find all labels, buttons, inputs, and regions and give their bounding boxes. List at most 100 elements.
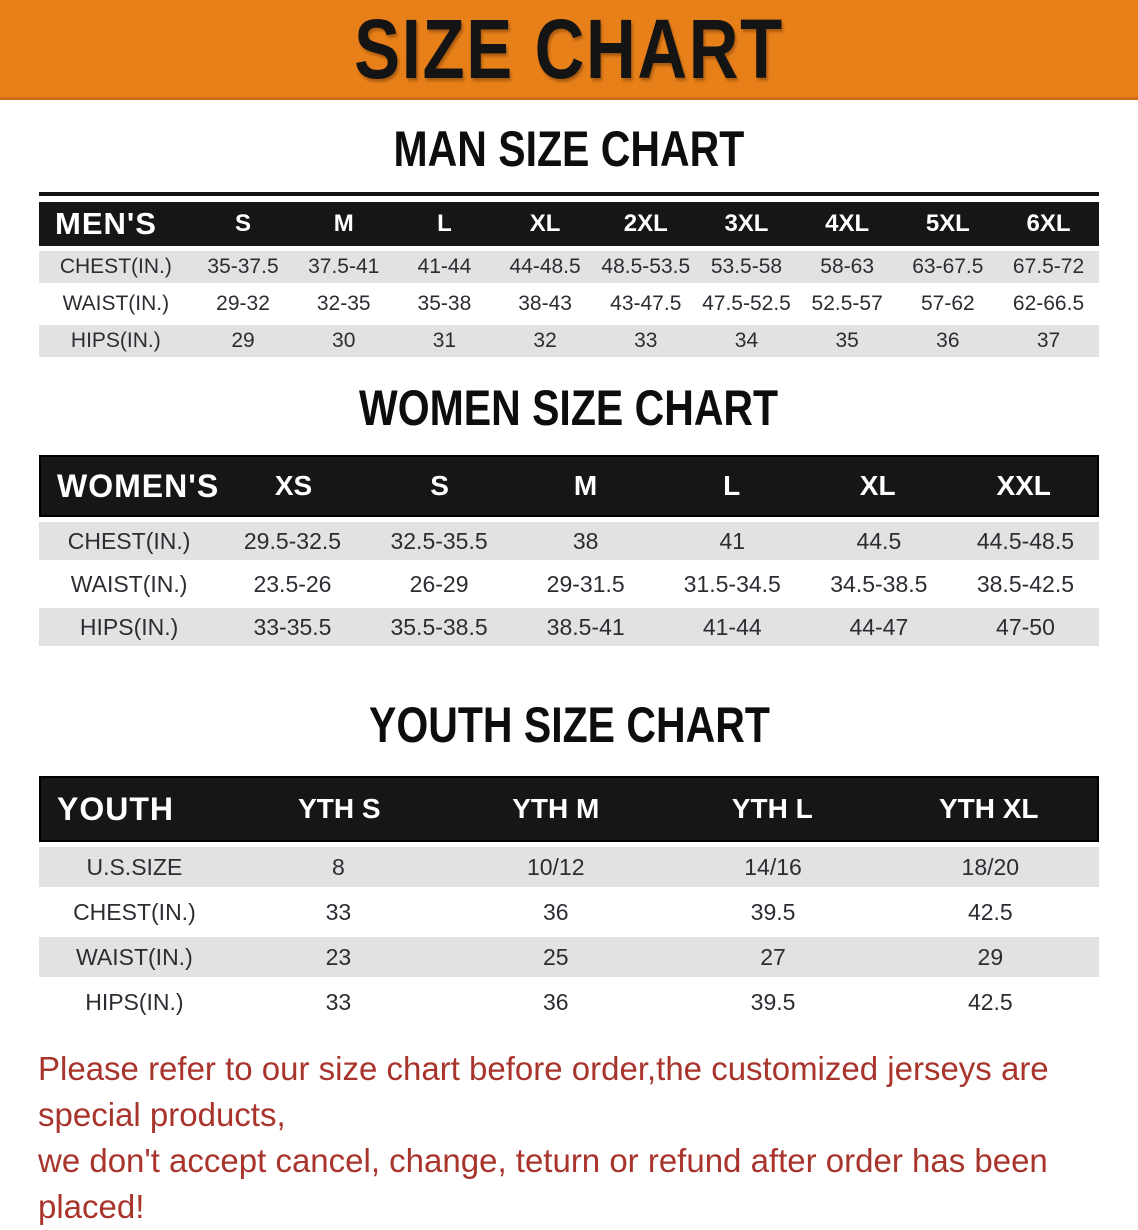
value-cell: 33	[634, 329, 658, 352]
value-cell: 23.5-26	[253, 570, 332, 597]
value-cell: 35	[835, 329, 859, 352]
value-cell: 53.5-58	[710, 255, 783, 278]
value-cell: 14/16	[744, 853, 802, 880]
value-cell: 32-35	[316, 292, 371, 315]
value-cell: 52.5-57	[811, 292, 883, 315]
value-cell: 32.5-35.5	[390, 527, 488, 554]
value-cell: 23	[325, 943, 352, 970]
value-cell: 42.5	[967, 988, 1013, 1015]
table-row: WAIST(IN.) 23.5-26 26-29 29-31.5 31.5-34.5 34…	[39, 565, 1099, 603]
value-cell: 31.5-34.5	[683, 570, 781, 597]
size-header-cell: S	[430, 470, 449, 501]
men-heading: MAN SIZE CHART	[0, 120, 1138, 178]
value-cell: 29.5-32.5	[243, 527, 342, 554]
women-size-table-grid: WOMEN'S XS S M L XL XXL CHEST(IN.) 29.5-32.5 32.5…	[39, 455, 1099, 646]
size-header-cell: 3XL	[724, 210, 769, 237]
men-section: MAN SIZE CHART MEN'S S M L XL 2XL 3XL 4XL 5XL 6XL…	[0, 120, 1138, 357]
value-cell: 35.5-38.5	[390, 613, 488, 640]
value-cell: 36	[542, 988, 569, 1015]
value-cell: 37	[1036, 329, 1061, 352]
size-header-cell: 2XL	[623, 210, 668, 237]
table-row: HIPS(IN.) 33 36 39.5 42.5	[39, 982, 1099, 1022]
youth-section: YOUTH SIZE CHART YOUTH YTH S YTH M YTH L YTH…	[0, 696, 1138, 1022]
row-label-cell: WAIST(IN.)	[76, 943, 193, 970]
size-header-cell: L	[723, 470, 741, 501]
value-cell: 44-48.5	[509, 255, 581, 278]
youth-size-table-grid: YOUTH YTH S YTH M YTH L YTH XL U.S.SIZE 8 10/12…	[39, 776, 1099, 1022]
value-cell: 67.5-72	[1012, 255, 1085, 278]
table-title-cell: MEN'S	[55, 206, 157, 241]
value-cell: 29-31.5	[546, 570, 625, 597]
value-cell: 57-62	[920, 292, 975, 315]
row-label-cell: HIPS(IN.)	[79, 613, 179, 640]
value-cell: 62-66.5	[1012, 292, 1085, 315]
size-header-cell: L	[437, 210, 452, 237]
size-header-cell: 5XL	[925, 210, 970, 237]
row-label-cell: CHEST(IN.)	[67, 527, 191, 554]
value-cell: 29-32	[216, 292, 270, 315]
table-row: CHEST(IN.) 33 36 39.5 42.5	[39, 892, 1099, 932]
size-header-cell: XL	[529, 210, 561, 237]
table-row: WAIST(IN.) 29-32 32-35 35-38 38-43 43-47.5 47.…	[39, 288, 1099, 320]
table-row: HIPS(IN.) 29 30 31 32 33 34 35 36 37	[39, 325, 1099, 357]
value-cell: 38	[572, 527, 599, 554]
size-header-cell: XL	[859, 470, 896, 501]
value-cell: 34.5-38.5	[830, 570, 928, 597]
table-row: CHEST(IN.) 35-37.5 37.5-41 41-44 44-48.5 48.5…	[39, 251, 1099, 283]
value-cell: 43-47.5	[610, 292, 682, 315]
value-cell: 35-37.5	[207, 255, 279, 278]
value-cell: 29	[977, 943, 1004, 970]
row-label-cell: HIPS(IN.)	[85, 988, 184, 1015]
value-cell: 37.5-41	[308, 255, 380, 278]
value-cell: 38.5-41	[546, 613, 625, 640]
footer-line-2: we don't accept cancel, change, teturn o…	[38, 1142, 1048, 1225]
table-title-cell: WOMEN'S	[57, 467, 220, 504]
value-cell: 32	[533, 329, 557, 352]
footer-line-1: Please refer to our size chart before or…	[38, 1050, 1049, 1133]
youth-heading: YOUTH SIZE CHART	[0, 696, 1138, 754]
size-header-cell: YTH XL	[938, 793, 1039, 824]
size-header-cell: YTH M	[512, 793, 600, 824]
men-size-table: MEN'S S M L XL 2XL 3XL 4XL 5XL 6XL CHEST(IN.) 35-37…	[39, 192, 1099, 357]
value-cell: 44.5	[856, 527, 902, 554]
top-rule	[39, 192, 1099, 196]
value-cell: 39.5	[750, 988, 796, 1015]
value-cell: 18/20	[961, 853, 1020, 880]
table-row: WAIST(IN.) 23 25 27 29	[39, 937, 1099, 977]
value-cell: 10/12	[526, 853, 585, 880]
row-label-cell: CHEST(IN.)	[59, 255, 172, 278]
table-row: HIPS(IN.) 33-35.5 35.5-38.5 38.5-41 41-44 44-…	[39, 608, 1099, 646]
value-cell: 41	[719, 527, 746, 554]
men-size-table-grid: MEN'S S M L XL 2XL 3XL 4XL 5XL 6XL CHEST(IN.) 35-37…	[39, 202, 1099, 357]
value-cell: 26-29	[409, 570, 469, 597]
banner: SIZE CHART	[0, 0, 1138, 100]
size-header-cell: 4XL	[825, 210, 870, 237]
table-title-cell: YOUTH	[57, 790, 174, 827]
row-label-cell: WAIST(IN.)	[70, 570, 188, 597]
row-label-cell: CHEST(IN.)	[73, 898, 196, 925]
table-row: CHEST(IN.) 29.5-32.5 32.5-35.5 38 41 44.5 44.5…	[39, 522, 1099, 560]
value-cell: 39.5	[750, 898, 796, 925]
row-label-cell: WAIST(IN.)	[62, 292, 170, 315]
value-cell: 33	[325, 988, 352, 1015]
youth-heading-text: YOUTH SIZE CHART	[368, 697, 770, 753]
value-cell: 36	[542, 898, 569, 925]
value-cell: 35-38	[417, 292, 472, 315]
value-cell: 25	[542, 943, 569, 970]
row-label-cell: U.S.SIZE	[86, 853, 183, 880]
value-cell: 27	[760, 943, 786, 970]
size-header-cell: M	[573, 470, 598, 501]
value-cell: 33-35.5	[253, 613, 332, 640]
value-cell: 41-44	[417, 255, 472, 278]
value-cell: 47-50	[996, 613, 1055, 640]
table-header-row: WOMEN'S XS S M L XL XXL	[39, 455, 1099, 517]
value-cell: 38.5-42.5	[976, 570, 1075, 597]
footer-note: Please refer to our size chart before or…	[38, 1046, 1138, 1230]
value-cell: 31	[432, 329, 457, 352]
size-header-cell: XS	[274, 470, 313, 501]
value-cell: 42.5	[967, 898, 1013, 925]
value-cell: 30	[332, 329, 356, 352]
table-header-row: MEN'S S M L XL 2XL 3XL 4XL 5XL 6XL	[39, 202, 1099, 246]
value-cell: 38-43	[518, 292, 572, 315]
value-cell: 8	[332, 853, 345, 880]
